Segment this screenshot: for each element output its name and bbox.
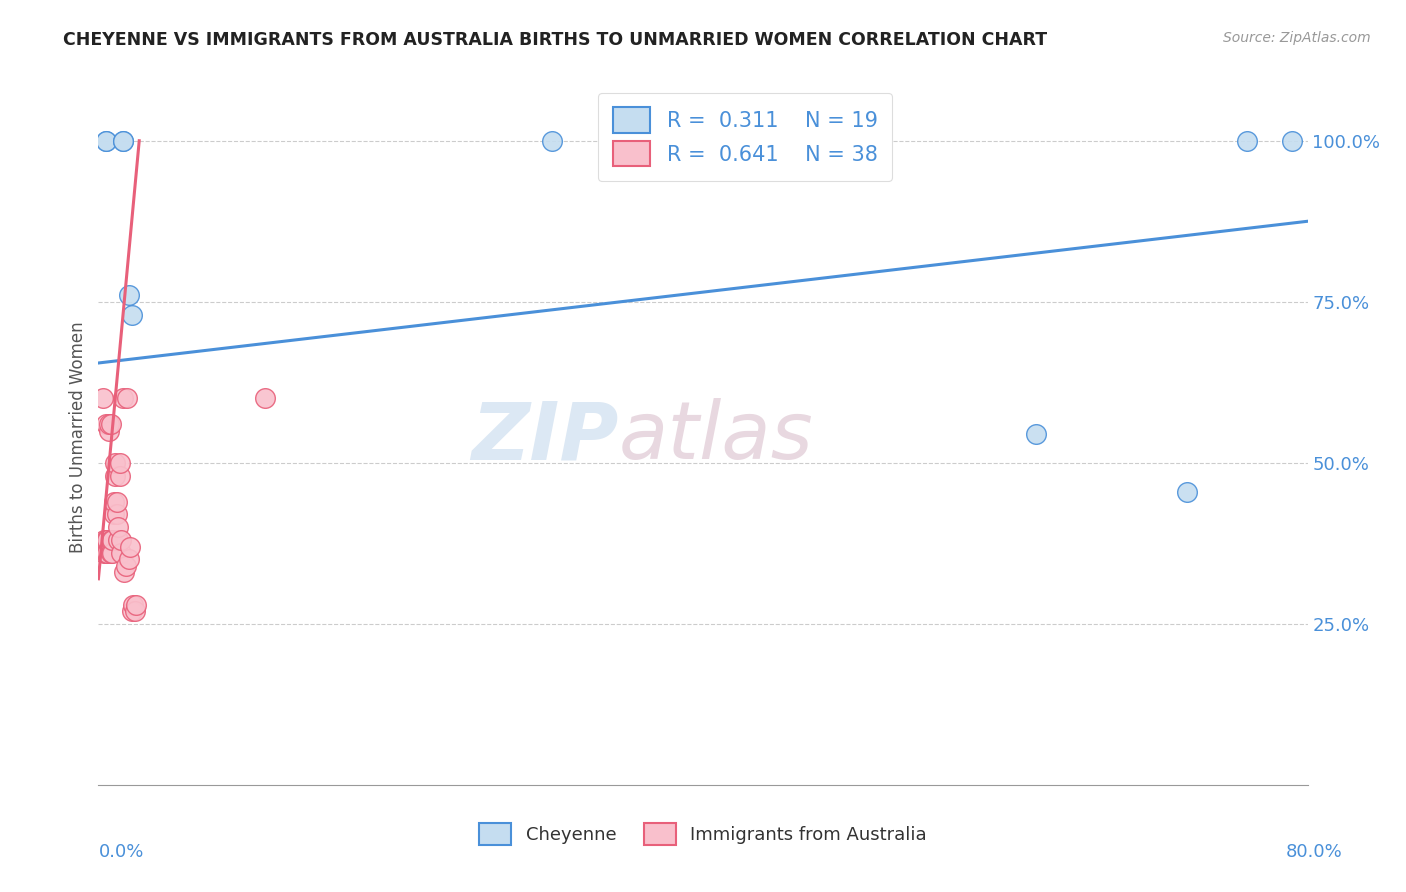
- Point: [103, 494, 125, 508]
- Point: [1024, 426, 1046, 441]
- Point: [122, 598, 145, 612]
- Point: [118, 288, 141, 302]
- Point: [98, 424, 121, 438]
- Point: [100, 417, 122, 432]
- Point: [540, 134, 562, 148]
- Point: [94, 417, 117, 432]
- Point: [107, 533, 129, 548]
- Text: CHEYENNE VS IMMIGRANTS FROM AUSTRALIA BIRTHS TO UNMARRIED WOMEN CORRELATION CHAR: CHEYENNE VS IMMIGRANTS FROM AUSTRALIA BI…: [63, 31, 1047, 49]
- Text: 0.0%: 0.0%: [98, 843, 143, 861]
- Point: [100, 533, 122, 548]
- Point: [1236, 134, 1258, 148]
- Point: [101, 546, 124, 560]
- Point: [111, 134, 134, 148]
- Point: [91, 392, 114, 406]
- Point: [105, 508, 128, 522]
- Point: [101, 533, 124, 548]
- Point: [1281, 134, 1303, 148]
- Point: [104, 456, 127, 470]
- Point: [118, 552, 141, 566]
- Point: [1175, 484, 1198, 499]
- Point: [253, 392, 276, 406]
- Point: [114, 558, 136, 573]
- Point: [115, 392, 138, 406]
- Point: [110, 546, 132, 560]
- Text: 80.0%: 80.0%: [1286, 843, 1343, 861]
- Point: [111, 392, 134, 406]
- Point: [112, 566, 135, 580]
- Point: [96, 546, 118, 560]
- Point: [120, 540, 142, 554]
- Point: [103, 508, 125, 522]
- Point: [108, 468, 131, 483]
- Point: [94, 134, 117, 148]
- Legend: Cheyenne, Immigrants from Australia: Cheyenne, Immigrants from Australia: [468, 813, 938, 856]
- Text: atlas: atlas: [619, 398, 813, 476]
- Point: [107, 520, 129, 534]
- Point: [125, 598, 148, 612]
- Point: [121, 308, 143, 322]
- Point: [93, 546, 115, 560]
- Point: [124, 604, 146, 618]
- Point: [93, 533, 115, 548]
- Point: [94, 533, 117, 548]
- Point: [94, 546, 117, 560]
- Point: [100, 546, 122, 560]
- Point: [108, 456, 131, 470]
- Text: ZIP: ZIP: [471, 398, 619, 476]
- Point: [110, 533, 132, 548]
- Y-axis label: Births to Unmarried Women: Births to Unmarried Women: [69, 321, 87, 553]
- Point: [94, 134, 117, 148]
- Text: Source: ZipAtlas.com: Source: ZipAtlas.com: [1223, 31, 1371, 45]
- Point: [121, 604, 143, 618]
- Point: [98, 417, 121, 432]
- Point: [105, 494, 128, 508]
- Point: [111, 134, 134, 148]
- Point: [96, 533, 118, 548]
- Point: [104, 468, 127, 483]
- Point: [602, 134, 624, 148]
